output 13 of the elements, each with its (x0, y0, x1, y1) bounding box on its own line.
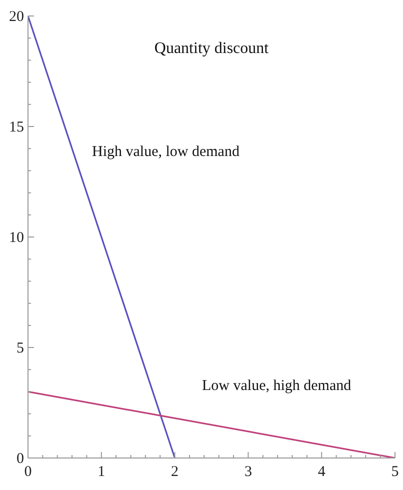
y-tick-label: 10 (9, 230, 24, 246)
annotation: Low value, high demand (202, 378, 352, 395)
x-tick-label: 5 (391, 464, 399, 480)
y-tick-label: 15 (9, 120, 24, 136)
x-tick-label: 1 (98, 464, 106, 480)
y-tick-label: 20 (9, 9, 24, 25)
annotation: High value, low demand (92, 144, 240, 161)
y-tick-label: 0 (16, 451, 24, 467)
text: Quantity discount (153, 40, 270, 58)
y-tick-label: 5 (16, 340, 24, 356)
x-tick-label: 2 (171, 464, 179, 480)
x-tick-label: 4 (318, 464, 326, 480)
x-tick-label: 3 (244, 464, 252, 480)
